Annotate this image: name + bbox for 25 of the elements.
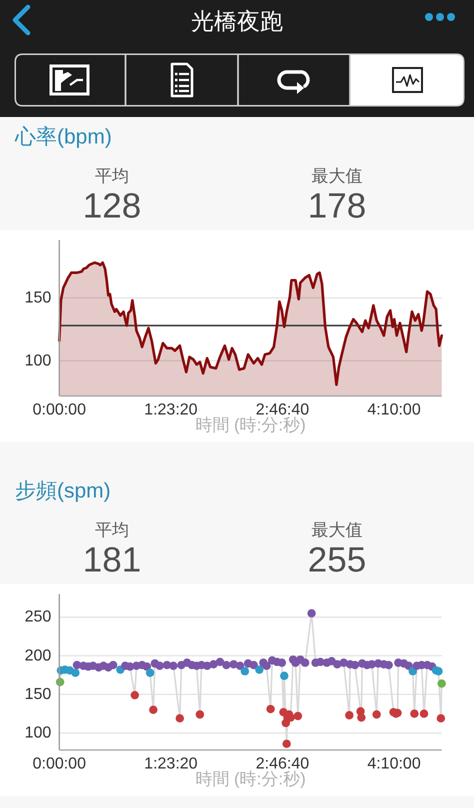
y-tick: 100 xyxy=(24,724,52,742)
x-label: 時間 (時:分:秒) xyxy=(195,416,306,434)
x-label: 時間 (時:分:秒) xyxy=(195,770,306,788)
panel-title: 步頻(spm) xyxy=(15,480,111,502)
y-tick: 250 xyxy=(24,608,52,626)
y-tick: 100 xyxy=(24,352,52,370)
stat-value: 255 xyxy=(308,540,366,580)
page-title: 光橋夜跑 xyxy=(191,8,283,34)
stat-value: 181 xyxy=(82,540,142,580)
x-tick: 4:10:00 xyxy=(367,756,421,772)
stat-label: 最大值 xyxy=(312,166,362,186)
stat-value: 128 xyxy=(82,186,142,226)
panel-title: 心率(bpm) xyxy=(15,126,112,148)
y-tick: 150 xyxy=(24,289,52,306)
x-tick: 0:00:00 xyxy=(32,402,86,418)
x-tick: 4:10:00 xyxy=(367,402,421,418)
x-tick: 1:23:20 xyxy=(144,402,198,418)
stat-label: 最大值 xyxy=(312,520,362,540)
y-tick: 200 xyxy=(24,647,52,664)
x-tick: 1:23:20 xyxy=(144,756,198,772)
x-tick: 0:00:00 xyxy=(32,756,86,772)
stat-value: 178 xyxy=(308,186,366,226)
y-tick: 150 xyxy=(24,686,52,703)
stat-label: 平均 xyxy=(95,166,129,186)
stat-label: 平均 xyxy=(95,520,129,540)
